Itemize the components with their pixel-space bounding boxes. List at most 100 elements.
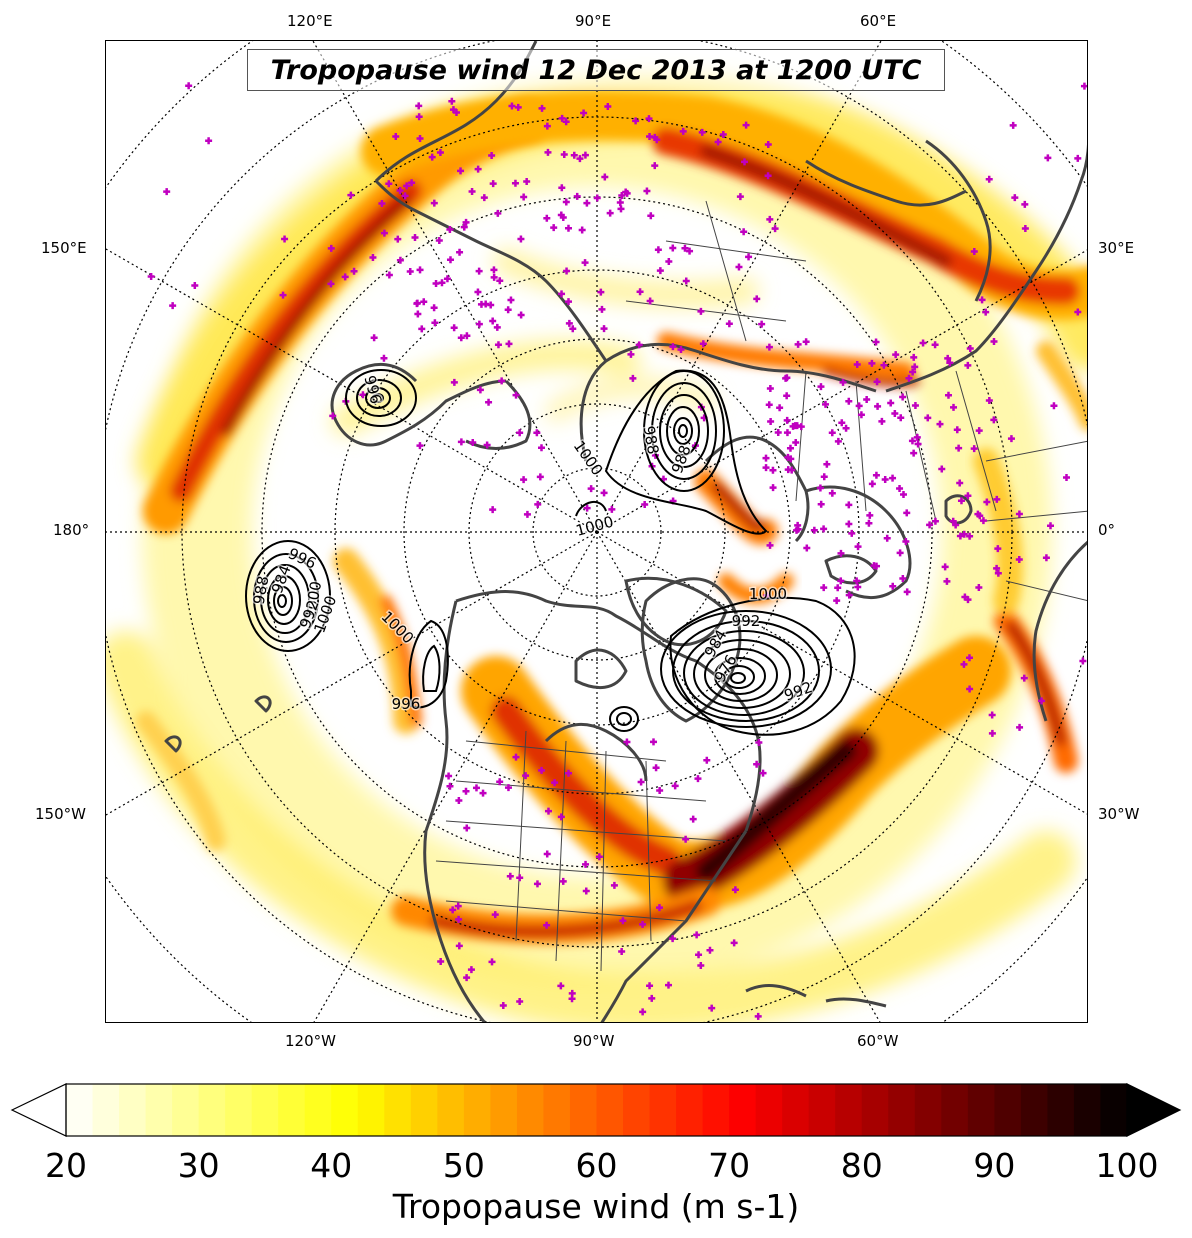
station-marker (725, 320, 733, 328)
station-marker (370, 334, 378, 342)
station-marker (994, 545, 1002, 553)
station-marker (887, 399, 895, 407)
colorbar-tick-label: 50 (442, 1146, 485, 1185)
colorbar-cell (835, 1084, 863, 1136)
station-marker (457, 334, 465, 342)
station-marker (665, 257, 673, 265)
lon-label-top-3: 60°E (860, 12, 897, 30)
station-marker (476, 386, 484, 394)
station-marker (837, 577, 845, 585)
station-marker (669, 244, 677, 252)
station-marker (902, 537, 910, 545)
station-marker (759, 769, 767, 777)
station-marker (1015, 510, 1023, 518)
station-marker (498, 377, 506, 385)
contour-label: 1000 (570, 437, 607, 479)
station-marker (396, 256, 404, 264)
station-marker (581, 151, 589, 159)
station-marker (966, 685, 974, 693)
station-marker (538, 766, 546, 774)
colorbar-cell (251, 1084, 279, 1136)
station-marker (964, 361, 972, 369)
station-marker (970, 445, 978, 453)
colorbar-cell (649, 1084, 677, 1136)
station-marker (897, 414, 905, 422)
station-marker (671, 782, 679, 790)
station-marker (469, 439, 477, 447)
colorbar-tick-label: 40 (310, 1146, 353, 1185)
station-marker (474, 288, 482, 296)
station-marker (646, 297, 654, 305)
station-marker (494, 209, 502, 217)
colorbar (10, 1083, 1182, 1137)
station-marker (544, 148, 552, 156)
station-marker (868, 480, 876, 488)
station-marker (979, 517, 987, 525)
colorbar-cell (1100, 1084, 1128, 1136)
station-marker (568, 995, 576, 1003)
station-marker (514, 103, 522, 111)
station-marker (689, 815, 697, 823)
colorbar-cell (782, 1084, 810, 1136)
station-marker (562, 198, 570, 206)
station-marker (762, 464, 770, 472)
station-marker (523, 510, 531, 518)
coastlines (164, 41, 1087, 1022)
station-marker (616, 198, 624, 206)
station-marker (1015, 556, 1023, 564)
station-marker (485, 398, 493, 406)
station-marker (837, 549, 845, 557)
station-marker (483, 441, 491, 449)
station-marker (1074, 308, 1082, 316)
station-marker (643, 187, 651, 195)
station-marker (924, 414, 932, 422)
contour-label: 992 (782, 678, 815, 705)
station-marker (820, 525, 828, 533)
station-marker (919, 339, 927, 347)
map-panel[interactable]: 996 1000 1000 1000 996 988 984 992 1000 1000 992 99… (105, 40, 1088, 1023)
station-marker (794, 340, 802, 348)
station-marker (946, 359, 954, 367)
station-marker (573, 192, 581, 200)
station-marker (769, 466, 777, 474)
station-marker (392, 133, 400, 141)
station-marker (965, 654, 973, 662)
colorbar-cell (994, 1084, 1022, 1136)
station-marker (463, 332, 471, 340)
station-marker (654, 246, 662, 254)
station-marker (793, 422, 801, 430)
station-marker (669, 343, 677, 351)
station-marker (570, 151, 578, 159)
lon-label-top-2: 90°E (575, 12, 612, 30)
colorbar-cell (225, 1084, 253, 1136)
station-marker (507, 296, 515, 304)
graticule (106, 41, 1087, 1022)
colorbar-tick-label: 100 (1095, 1146, 1159, 1185)
station-marker (719, 130, 727, 138)
station-marker (565, 298, 573, 306)
station-marker (446, 225, 454, 233)
colorbar-tick-label: 30 (177, 1146, 220, 1185)
station-marker (396, 186, 404, 194)
lon-label-left-1: 150°E (41, 239, 87, 257)
station-marker (1020, 674, 1028, 682)
station-marker (944, 354, 952, 362)
station-marker (955, 444, 963, 452)
station-marker (506, 872, 514, 880)
station-marker (817, 500, 825, 508)
station-marker (488, 151, 496, 159)
station-marker (899, 575, 907, 583)
station-marker (558, 184, 566, 192)
station-marker (347, 191, 355, 199)
station-marker (1016, 723, 1024, 731)
station-marker (985, 175, 993, 183)
station-marker (949, 517, 957, 525)
station-marker (564, 769, 572, 777)
station-marker (533, 429, 541, 437)
station-marker (583, 199, 591, 207)
colorbar-cell (331, 1084, 359, 1136)
station-marker (950, 403, 958, 411)
station-marker (420, 298, 428, 306)
colorbar-cell (119, 1084, 147, 1136)
colorbar-cell (145, 1084, 173, 1136)
